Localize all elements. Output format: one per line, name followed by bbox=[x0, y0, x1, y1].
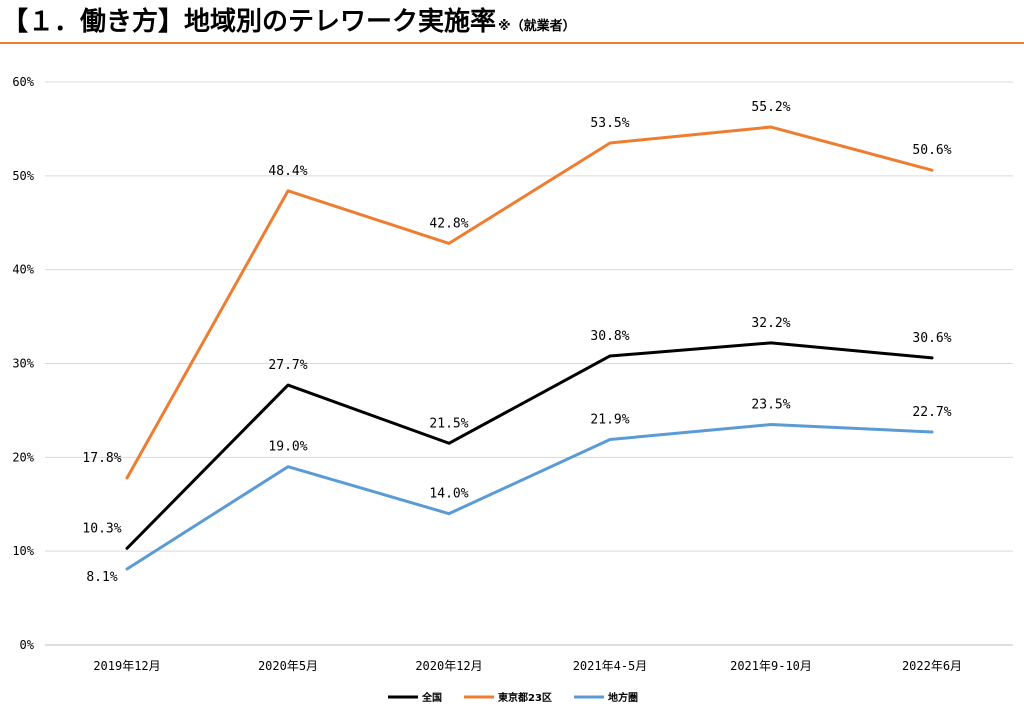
x-tick-label: 2019年12月 bbox=[93, 659, 160, 673]
header-divider bbox=[0, 42, 1024, 44]
x-tick-label: 2020年12月 bbox=[415, 659, 482, 673]
series-line-全国 bbox=[125, 341, 934, 550]
x-tick-label: 2021年4-5月 bbox=[573, 659, 648, 673]
data-label: 30.6% bbox=[912, 331, 951, 346]
y-tick-label: 0% bbox=[20, 638, 35, 652]
y-axis: 0% 10% 20% 30% 40% 50% 60% bbox=[12, 75, 34, 652]
data-label: 21.5% bbox=[429, 416, 468, 431]
data-label: 53.5% bbox=[590, 116, 629, 131]
y-tick-label: 30% bbox=[12, 357, 34, 371]
x-tick-label: 2022年6月 bbox=[902, 659, 962, 673]
page-title-note: ※（就業者） bbox=[498, 19, 576, 34]
x-axis: 2019年12月 2020年5月 2020年12月 2021年4-5月 2021年9-1… bbox=[93, 659, 962, 673]
data-label: 22.7% bbox=[912, 405, 951, 420]
data-label: 14.0% bbox=[429, 487, 468, 502]
y-tick-label: 50% bbox=[12, 169, 34, 183]
legend-label: 全国 bbox=[421, 691, 442, 704]
y-tick-label: 40% bbox=[12, 263, 34, 277]
gridlines bbox=[45, 81, 1013, 646]
data-label: 50.6% bbox=[912, 143, 951, 158]
data-label: 27.7% bbox=[268, 358, 307, 373]
data-label: 8.1% bbox=[86, 570, 117, 585]
data-label: 42.8% bbox=[429, 216, 468, 231]
data-label: 32.2% bbox=[751, 316, 790, 331]
legend: 全国 東京都23区 地方圏 bbox=[388, 691, 638, 704]
y-tick-label: 20% bbox=[12, 450, 34, 464]
x-tick-label: 2021年9-10月 bbox=[730, 659, 812, 673]
legend-label: 地方圏 bbox=[608, 691, 638, 704]
y-tick-label: 60% bbox=[12, 75, 34, 89]
data-label: 17.8% bbox=[82, 451, 121, 466]
y-tick-label: 10% bbox=[12, 544, 34, 558]
series-lines bbox=[125, 125, 934, 571]
page-header: 【１．働き方】地域別のテレワーク実施率 ※（就業者） bbox=[0, 0, 1024, 44]
data-label: 55.2% bbox=[751, 100, 790, 115]
series-line-東京都23区 bbox=[125, 125, 934, 480]
data-label: 10.3% bbox=[82, 521, 121, 536]
data-label: 48.4% bbox=[268, 164, 307, 179]
data-label: 21.9% bbox=[590, 413, 629, 428]
page-title: 【１．働き方】地域別のテレワーク実施率 ※（就業者） bbox=[2, 4, 576, 45]
x-tick-label: 2020年5月 bbox=[258, 659, 318, 673]
data-label: 19.0% bbox=[268, 440, 307, 455]
legend-label: 東京都23区 bbox=[498, 691, 552, 704]
data-label: 30.8% bbox=[590, 329, 629, 344]
page-title-text: 【１．働き方】地域別のテレワーク実施率 bbox=[2, 7, 497, 37]
series-line-地方圏 bbox=[125, 422, 934, 571]
data-labels: 10.3% 27.7% 21.5% 30.8% 32.2% 30.6% 17.8% 48.4%… bbox=[82, 100, 951, 585]
data-label: 23.5% bbox=[751, 397, 790, 412]
